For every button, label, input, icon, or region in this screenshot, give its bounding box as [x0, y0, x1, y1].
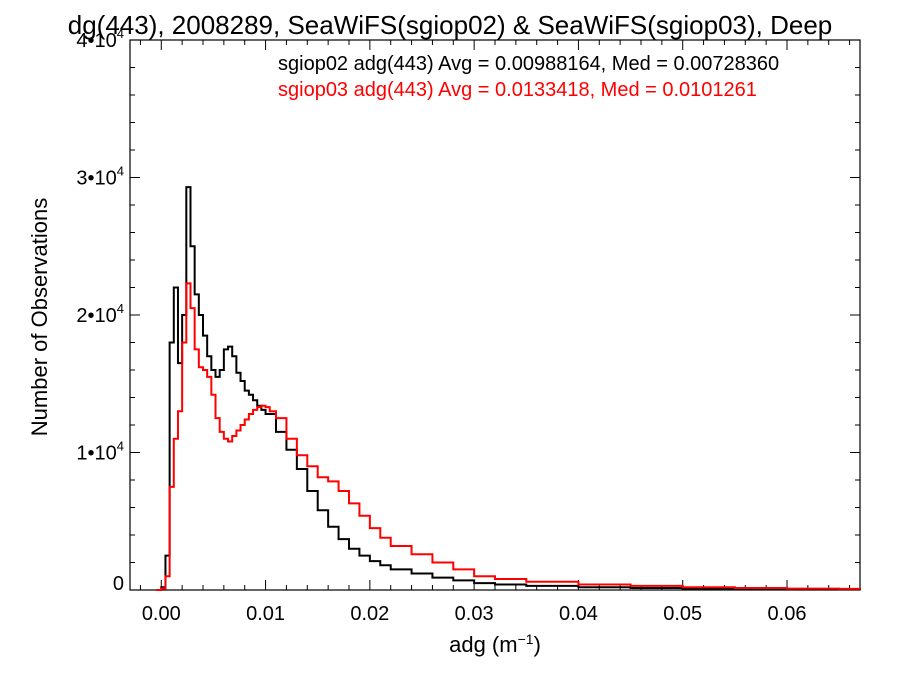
series-layer [156, 186, 861, 591]
y-tick-label-exponent: 4 [117, 301, 124, 316]
x-tick-label: 0.00 [142, 603, 181, 625]
x-axis-label: adg (m−1) [449, 631, 541, 657]
y-tick-label-base: 2•10 [76, 305, 116, 327]
legend-entry-2: sgiop03 adg(443) Avg = 0.0133418, Med = … [278, 79, 757, 101]
y-tick-label-exponent: 4 [117, 164, 124, 179]
series-line-2 [156, 282, 861, 591]
y-tick-label-base: 4•10 [76, 30, 116, 52]
x-axis-label-main: adg (m [449, 632, 517, 657]
x-tick-label: 0.05 [663, 603, 702, 625]
y-axis-label: Number of Observations [27, 198, 52, 436]
x-tick-label: 0.03 [455, 603, 494, 625]
y-tick-label: 4•104 [76, 26, 124, 52]
y-tick-label-base: 0 [113, 573, 124, 595]
chart-title: dg(443), 2008289, SeaWiFS(sgiop02) & Sea… [68, 10, 833, 40]
legend-entry-1: sgiop02 adg(443) Avg = 0.00988164, Med =… [278, 53, 779, 75]
x-tick-label: 0.02 [350, 603, 389, 625]
series-line-1 [156, 186, 861, 591]
x-axis-label-exponent: −1 [518, 631, 534, 647]
y-tick-label-exponent: 4 [117, 439, 124, 454]
y-tick-label: 3•104 [76, 164, 124, 190]
y-tick-label: 1•104 [76, 439, 124, 465]
y-tick-label-exponent: 4 [117, 26, 124, 41]
y-tick-label: 0 [113, 573, 124, 595]
y-tick-label-base: 3•10 [76, 168, 116, 190]
x-tick-label: 0.06 [768, 603, 807, 625]
x-tick-label: 0.01 [246, 603, 285, 625]
legend: sgiop02 adg(443) Avg = 0.00988164, Med =… [278, 53, 779, 101]
x-tick-label: 0.04 [559, 603, 598, 625]
x-axis-label-close: ) [534, 632, 541, 657]
y-tick-label: 2•104 [76, 301, 124, 327]
y-tick-label-base: 1•10 [76, 443, 116, 465]
axes-layer: 0.00 0.01 0.02 0.03 0.04 0.05 0.0601•1042•1043… [76, 26, 861, 625]
